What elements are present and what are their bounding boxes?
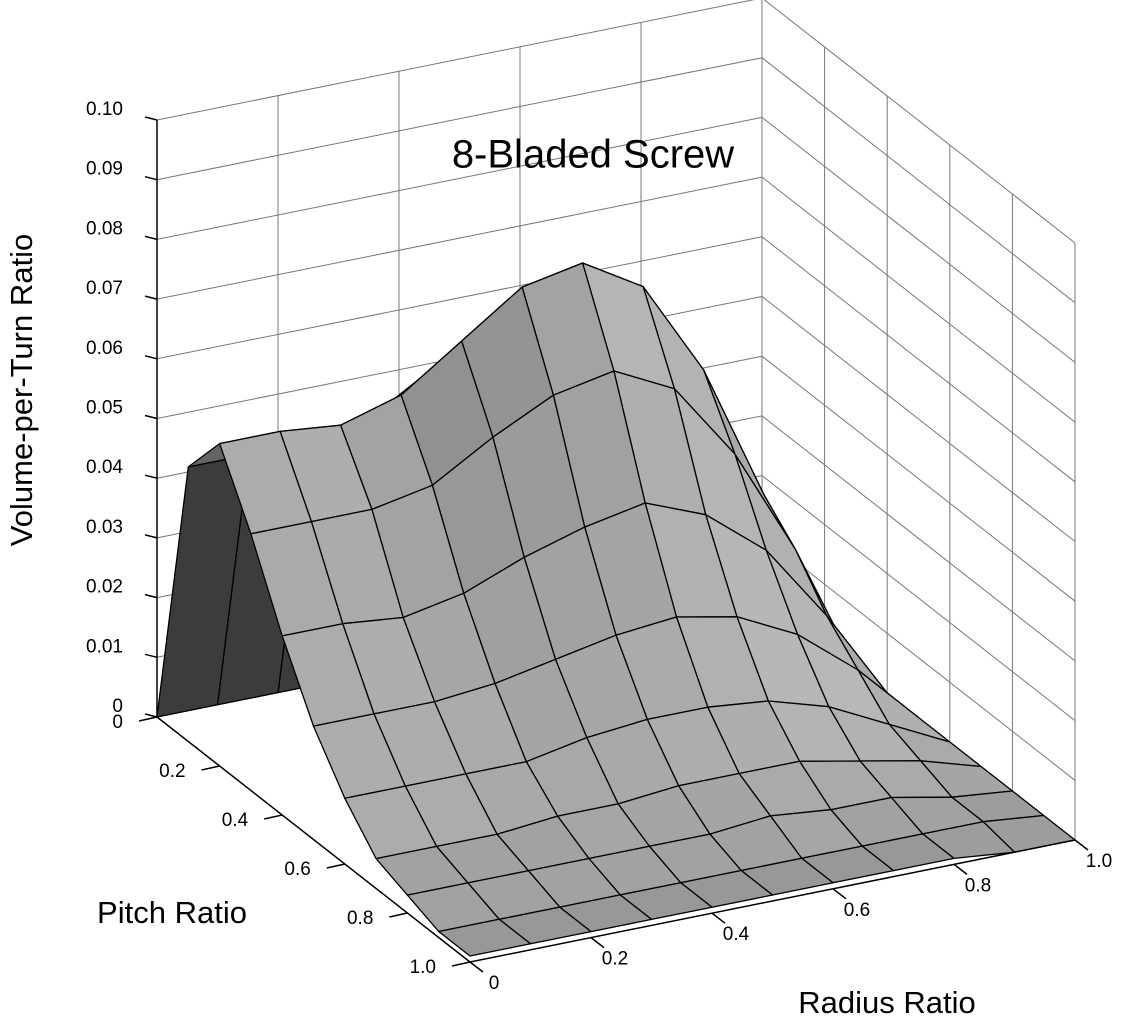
y-axis-label: Pitch Ratio [97, 895, 247, 930]
z-tick-label: 0.03 [86, 517, 123, 538]
grid-line [156, 57, 763, 181]
y-tick [326, 863, 345, 869]
z-tick [144, 295, 158, 300]
x-axis [469, 839, 1076, 963]
grid-line [761, 415, 1076, 662]
z-tick [144, 474, 158, 479]
y-tick [264, 814, 283, 820]
x-tick [590, 937, 605, 949]
grid-line [761, 475, 1076, 721]
z-tick-label: 0.06 [86, 338, 123, 359]
z-tick [144, 355, 158, 360]
y-axis [156, 716, 471, 963]
z-tick-label: 0.07 [86, 278, 123, 299]
x-tick [1074, 839, 1089, 851]
grid-line [156, 0, 755, 121]
z-tick [144, 534, 158, 539]
z-tick [144, 593, 158, 599]
y-tick-label: 0.8 [347, 908, 373, 929]
grid-line [761, 176, 1076, 423]
x-tick-label: 0.8 [965, 875, 991, 896]
z-tick-label: 0.04 [86, 457, 123, 478]
y-tick-label: 1.0 [410, 957, 436, 978]
x-tick [832, 888, 847, 900]
y-tick-label: 0.4 [222, 810, 249, 831]
surface [156, 262, 1076, 957]
grid-line [761, 296, 1076, 542]
x-tick-label: 0 [489, 973, 500, 994]
grid-line [763, 0, 1076, 244]
y-tick-label: 0.6 [284, 859, 310, 880]
x-tick [711, 912, 726, 924]
x-tick-label: 0.2 [602, 949, 628, 970]
z-tick [144, 414, 158, 420]
axes: 0 0.01 0.02 0.03 0.04 0.05 0.06 0.07 0.08 0.09 0.1… [86, 99, 1112, 994]
grid-line [761, 355, 1076, 602]
grid-line [156, 116, 763, 240]
z-axis-label: Volume-per-Turn Ratio [4, 234, 39, 546]
z-tick-label: 0.09 [86, 159, 123, 180]
y-tick [389, 912, 408, 918]
z-tick [144, 713, 158, 718]
z-tick [144, 116, 158, 121]
grid-line [761, 236, 1076, 483]
grid-line [156, 176, 763, 300]
x-tick [469, 961, 484, 973]
grid-line [761, 57, 1076, 304]
x-tick [953, 863, 968, 875]
z-tick-label: 0.05 [86, 398, 123, 419]
x-axis-label: Radius Ratio [798, 985, 975, 1020]
chart-title: 8-Bladed Screw [452, 133, 734, 177]
y-tick-label: 0.2 [159, 761, 185, 782]
z-tick-label: 0.10 [86, 99, 123, 120]
z-tick [144, 653, 158, 659]
y-tick-label: 0 [112, 712, 123, 733]
z-tick-label: 0.02 [86, 577, 123, 598]
z-tick-label: 0.01 [86, 636, 123, 657]
y-tick [138, 716, 158, 722]
x-tick-label: 0.4 [723, 924, 750, 945]
y-tick [451, 961, 471, 967]
z-tick-label: 0 [112, 696, 123, 717]
x-tick-label: 1.0 [1086, 851, 1112, 872]
grid-line [156, 236, 763, 360]
grid-line [761, 117, 1076, 363]
grid-line [761, 534, 1076, 781]
z-tick-label: 0.08 [86, 218, 123, 239]
z-tick [144, 235, 158, 241]
surface-cell [438, 918, 532, 957]
x-tick-label: 0.6 [844, 900, 870, 921]
y-tick [201, 765, 220, 771]
z-tick [144, 175, 158, 181]
